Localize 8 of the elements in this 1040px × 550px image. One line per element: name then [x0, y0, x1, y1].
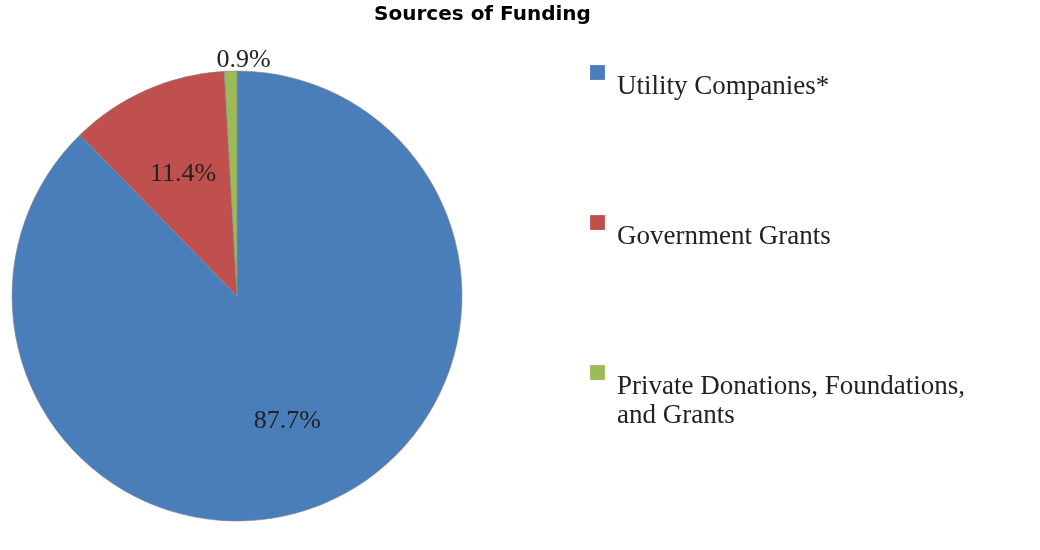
legend-label: Government Grants — [617, 219, 831, 250]
pie-slice — [11, 70, 463, 521]
legend-label: Private Donations, Foundations, and Grants — [617, 369, 965, 429]
chart-title: Sources of Funding — [374, 1, 591, 26]
data-label: 11.4% — [149, 158, 217, 188]
legend-label: Utility Companies* — [617, 69, 830, 100]
data-label: 87.7% — [253, 404, 322, 434]
data-label: 0.9% — [216, 44, 271, 74]
